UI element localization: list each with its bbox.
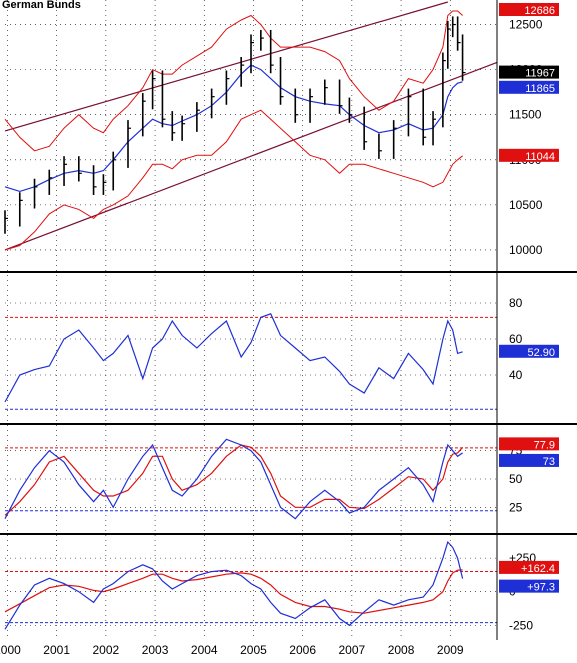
x-tick-label: 2000 — [0, 643, 21, 657]
label-low-box — [499, 148, 559, 162]
y-tick-label: 50 — [509, 472, 523, 486]
x-tick-label: 2008 — [388, 643, 415, 657]
x-tick-label: 2003 — [142, 643, 169, 657]
y-tick-label: 60 — [509, 332, 523, 346]
x-tick-label: 2007 — [339, 643, 366, 657]
y-tick-label: 80 — [509, 296, 523, 310]
channel-upper-line — [4, 1, 448, 132]
x-tick-label: 2002 — [93, 643, 120, 657]
label-rsi-box — [499, 344, 559, 358]
label-momentum-signal: +162.4 — [521, 563, 555, 575]
label-ma: 11865 — [525, 83, 555, 95]
y-tick-label: 10500 — [509, 198, 543, 212]
x-tick-label: 2009 — [437, 643, 464, 657]
value-labels-layer: 12686 11967 11865 11044 52.90 77.9 73 +162.4 +97… — [499, 3, 559, 594]
grid-layer — [5, 0, 497, 638]
label-stoch-d-box — [499, 437, 559, 451]
label-close-box — [499, 65, 559, 79]
label-close: 11967 — [525, 68, 555, 80]
x-tick-label: 2004 — [191, 643, 218, 657]
y-tick-label: 12500 — [509, 18, 543, 32]
label-momentum: +97.3 — [527, 582, 555, 594]
label-stoch-k: 73 — [543, 456, 555, 468]
momentum-signal-line — [4, 569, 463, 614]
momentum-line — [4, 540, 464, 630]
label-ma-box — [499, 80, 559, 94]
label-low: 11044 — [525, 151, 555, 163]
y-tick-label: -250 — [509, 618, 533, 632]
y-tick-label: 25 — [509, 500, 523, 514]
channel-lower-line — [4, 61, 498, 251]
label-momentum-box — [499, 579, 559, 593]
label-last-high: 12686 — [524, 5, 555, 17]
label-rsi: 52.90 — [527, 347, 555, 359]
y-tick-label: 10000 — [509, 243, 543, 257]
label-stoch-d: 77.9 — [534, 439, 555, 451]
label-stoch-k-box — [499, 453, 559, 467]
x-tick-label: 2005 — [240, 643, 267, 657]
upper-band-line — [4, 10, 463, 152]
label-momentum-signal-box — [499, 560, 559, 574]
x-tick-label: 2001 — [43, 643, 70, 657]
y-tick-label: 11500 — [509, 108, 542, 122]
lower-band-line — [4, 109, 463, 251]
stoch-k-line — [4, 438, 463, 520]
x-tick-label: 2006 — [289, 643, 316, 657]
chart-title: German Bunds — [2, 0, 81, 11]
rsi-line — [4, 313, 463, 403]
series-layer — [4, 1, 498, 630]
y-tick-label: 40 — [509, 368, 523, 382]
label-last-high-box — [499, 3, 559, 16]
